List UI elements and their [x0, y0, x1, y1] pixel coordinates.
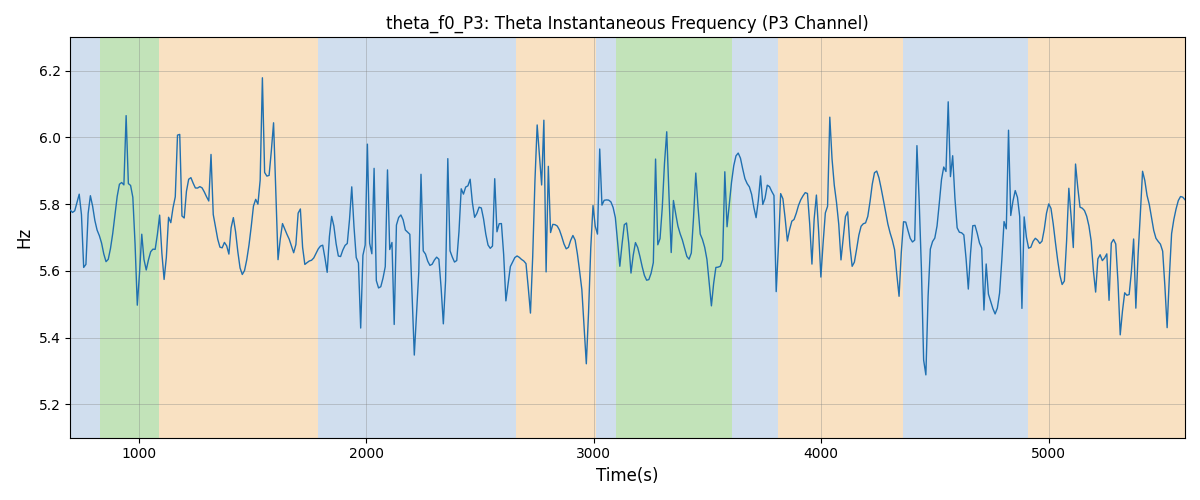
Bar — [160, 38, 318, 438]
Title: theta_f0_P3: Theta Instantaneous Frequency (P3 Channel): theta_f0_P3: Theta Instantaneous Frequen… — [386, 15, 869, 34]
Bar — [318, 38, 516, 438]
Bar — [778, 38, 902, 438]
Y-axis label: Hz: Hz — [16, 227, 34, 248]
Bar — [902, 38, 1028, 438]
Bar — [732, 38, 778, 438]
Bar — [71, 38, 100, 438]
Bar — [1028, 38, 1186, 438]
Bar — [595, 38, 617, 438]
Bar — [100, 38, 160, 438]
Bar — [617, 38, 732, 438]
Bar — [516, 38, 595, 438]
X-axis label: Time(s): Time(s) — [596, 467, 659, 485]
